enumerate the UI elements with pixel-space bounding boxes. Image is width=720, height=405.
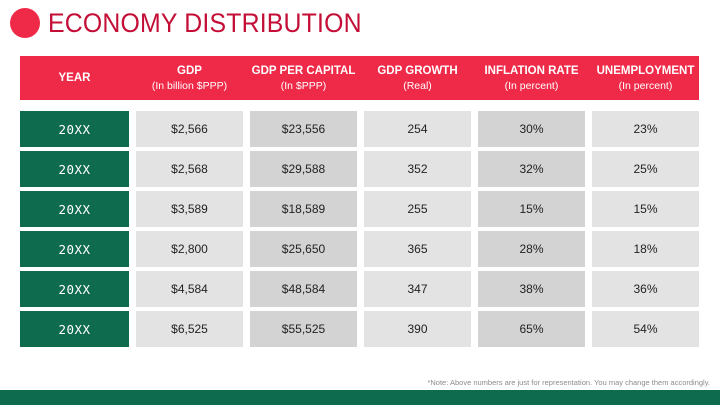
header-label: GDP (177, 64, 202, 77)
cell-gdp-per-capita: $23,556 (250, 111, 357, 147)
cell-gdp-growth: 352 (364, 151, 471, 187)
header-sublabel: (In $PPP) (280, 79, 327, 92)
cell-unemployment: 18% (592, 231, 699, 267)
header-sublabel: (In percent) (618, 79, 673, 92)
footnote: *Note: Above numbers are just for repres… (427, 378, 710, 387)
cell-gdp: $6,525 (136, 311, 243, 347)
cell-year: 20XX (20, 191, 129, 227)
header-sublabel: (In billion $PPP) (151, 79, 228, 92)
title-circle-icon (10, 8, 40, 38)
cell-gdp-growth: 255 (364, 191, 471, 227)
cell-gdp: $2,800 (136, 231, 243, 267)
cell-year: 20XX (20, 231, 129, 267)
header-label: GDP PER CAPITAL (251, 64, 356, 77)
table-header: YEAR GDP (In billion $PPP) GDP PER CAPITAL (… (20, 56, 699, 100)
cell-gdp: $4,584 (136, 271, 243, 307)
cell-unemployment: 36% (592, 271, 699, 307)
cell-gdp-per-capita: $48,584 (250, 271, 357, 307)
cell-year: 20XX (20, 151, 129, 187)
title-area: ECONOMY DISTRIBUTION (10, 8, 389, 38)
cell-inflation-rate: 32% (478, 151, 585, 187)
cell-inflation-rate: 15% (478, 191, 585, 227)
cell-gdp: $2,568 (136, 151, 243, 187)
cell-inflation-rate: 38% (478, 271, 585, 307)
cell-gdp-per-capita: $25,650 (250, 231, 357, 267)
header-unemployment: UNEMPLOYMENT (In percent) (592, 56, 699, 100)
cell-inflation-rate: 65% (478, 311, 585, 347)
cell-year: 20XX (20, 111, 129, 147)
header-label: INFLATION RATE (484, 64, 579, 77)
header-gdp-per-capita: GDP PER CAPITAL (In $PPP) (250, 56, 357, 100)
cell-gdp-growth: 347 (364, 271, 471, 307)
cell-gdp-per-capita: $29,588 (250, 151, 357, 187)
cell-gdp-growth: 390 (364, 311, 471, 347)
cell-inflation-rate: 30% (478, 111, 585, 147)
header-sublabel: (Real) (403, 79, 432, 92)
header-gdp-growth: GDP GROWTH (Real) (364, 56, 471, 100)
cell-gdp-per-capita: $55,525 (250, 311, 357, 347)
cell-gdp-per-capita: $18,589 (250, 191, 357, 227)
cell-gdp-growth: 365 (364, 231, 471, 267)
cell-gdp: $2,566 (136, 111, 243, 147)
header-gdp: GDP (In billion $PPP) (136, 56, 243, 100)
page-title: ECONOMY DISTRIBUTION (48, 8, 362, 38)
cell-unemployment: 54% (592, 311, 699, 347)
cell-inflation-rate: 28% (478, 231, 585, 267)
cell-gdp: $3,589 (136, 191, 243, 227)
footer-bar (0, 390, 720, 405)
cell-unemployment: 15% (592, 191, 699, 227)
cell-unemployment: 25% (592, 151, 699, 187)
cell-gdp-growth: 254 (364, 111, 471, 147)
cell-year: 20XX (20, 271, 129, 307)
header-year: YEAR (20, 56, 129, 100)
cell-unemployment: 23% (592, 111, 699, 147)
header-label: GDP GROWTH (377, 64, 458, 77)
header-sublabel: (In percent) (504, 79, 559, 92)
cell-year: 20XX (20, 311, 129, 347)
header-label: YEAR (58, 71, 91, 84)
header-inflation-rate: INFLATION RATE (In percent) (478, 56, 585, 100)
header-label: UNEMPLOYMENT (596, 64, 695, 77)
